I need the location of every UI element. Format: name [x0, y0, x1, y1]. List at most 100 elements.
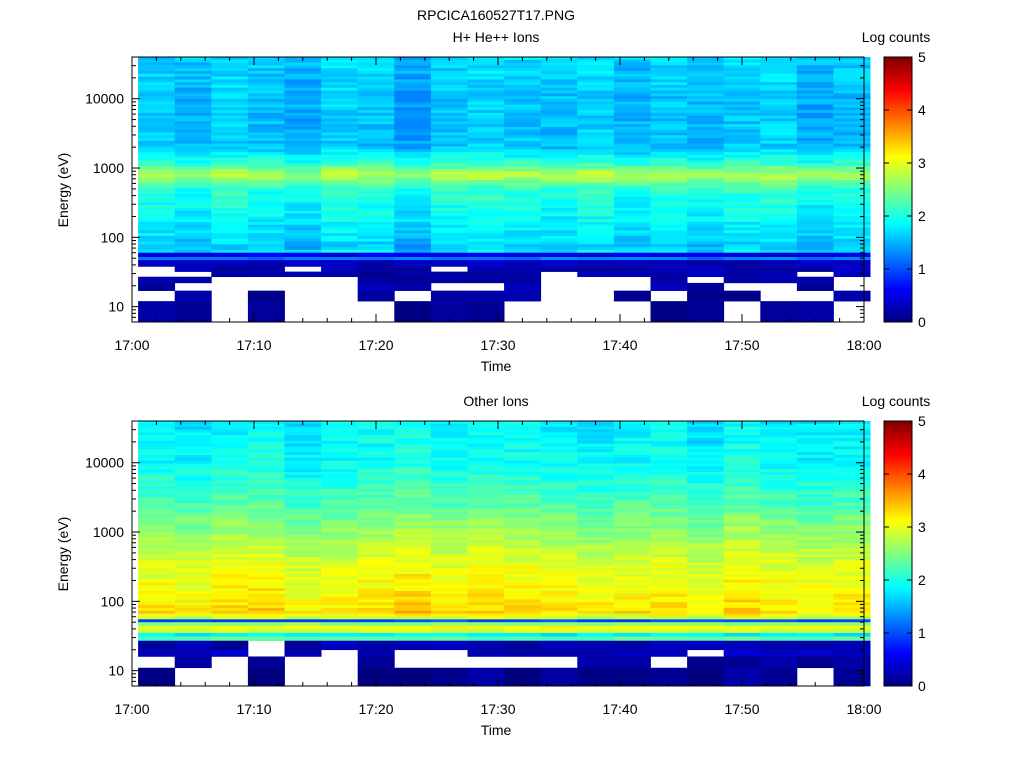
heatmap-cell	[394, 152, 432, 156]
heatmap-cell	[394, 500, 432, 504]
colorbar-swatch	[884, 455, 912, 459]
heatmap-cell	[504, 140, 542, 145]
heatmap-cell	[211, 545, 249, 549]
heatmap-cell	[247, 562, 285, 566]
heatmap-cell	[138, 129, 176, 133]
heatmap-cell	[796, 582, 834, 586]
heatmap-cell	[613, 463, 651, 467]
heatmap-cell	[357, 551, 395, 555]
heatmap-cell	[650, 191, 688, 195]
heatmap-cell	[247, 124, 285, 128]
heatmap-cell	[504, 554, 542, 558]
heatmap-cell	[760, 76, 798, 80]
heatmap-cell	[467, 224, 505, 228]
heatmap-cell	[760, 57, 798, 61]
heatmap-cell	[504, 503, 542, 507]
heatmap-cell	[138, 79, 176, 83]
heatmap-cell	[174, 500, 212, 504]
x-axis-label: Time	[481, 358, 512, 374]
heatmap-cell	[321, 534, 359, 538]
heatmap-cell	[796, 182, 834, 187]
heatmap-cell	[723, 599, 761, 603]
heatmap-cell	[138, 640, 176, 651]
heatmap-cell	[247, 62, 285, 66]
heatmap-cell	[760, 93, 798, 97]
heatmap-cell	[211, 554, 249, 558]
heatmap-cell	[247, 602, 285, 606]
colorbar-swatch	[884, 524, 912, 528]
colorbar-swatch	[884, 434, 912, 438]
heatmap-cell	[650, 163, 688, 167]
heatmap-cell	[577, 224, 615, 228]
heatmap-cell	[211, 191, 249, 195]
heatmap-cell	[138, 446, 176, 450]
heatmap-cell	[687, 282, 725, 291]
heatmap-cell	[723, 457, 761, 462]
heatmap-cell	[321, 221, 359, 226]
heatmap-cell	[504, 213, 542, 217]
heatmap-cell	[211, 193, 249, 198]
heatmap-cell	[796, 632, 834, 637]
heatmap-cell	[687, 568, 725, 572]
heatmap-cell	[504, 511, 542, 515]
heatmap-cell	[138, 249, 176, 254]
heatmap-cell	[138, 168, 176, 173]
heatmap-cell	[430, 138, 468, 142]
heatmap-cell	[760, 124, 798, 128]
heatmap-cell	[796, 65, 834, 69]
heatmap-cell	[357, 282, 395, 291]
heatmap-cell	[247, 472, 285, 476]
heatmap-cell	[833, 423, 871, 428]
heatmap-cell	[577, 257, 615, 261]
heatmap-cell	[796, 160, 834, 164]
heatmap-cell	[504, 505, 542, 510]
heatmap-cell	[321, 101, 359, 105]
heatmap-cell	[504, 191, 542, 195]
colorbar-swatch	[884, 295, 912, 299]
heatmap-cell	[174, 605, 212, 609]
colorbar-label: Log counts	[862, 393, 931, 409]
heatmap-cell	[174, 101, 212, 105]
heatmap-cell	[321, 110, 359, 114]
heatmap-cell	[833, 76, 871, 80]
heatmap-cell	[540, 571, 578, 575]
heatmap-cell	[723, 185, 761, 189]
heatmap-cell	[540, 238, 578, 242]
heatmap-cell	[467, 626, 505, 630]
heatmap-cell	[467, 460, 505, 464]
heatmap-cell	[613, 488, 651, 493]
heatmap-cell	[357, 522, 395, 527]
heatmap-cell	[467, 619, 505, 623]
heatmap-cell	[833, 571, 871, 575]
heatmap-cell	[723, 90, 761, 94]
heatmap-cell	[357, 457, 395, 462]
colorbar-swatch	[884, 622, 912, 626]
heatmap-cell	[723, 146, 761, 150]
heatmap-cell	[430, 199, 468, 203]
heatmap-cell	[504, 534, 542, 538]
heatmap-cell	[613, 149, 651, 153]
heatmap-cell	[504, 104, 542, 108]
colorbar-swatch	[884, 282, 912, 286]
heatmap-cell	[321, 126, 359, 131]
heatmap-cell	[284, 469, 322, 473]
heatmap-cell	[394, 520, 432, 524]
heatmap-cell	[687, 667, 725, 687]
heatmap-cell	[211, 613, 249, 617]
heatmap-cell	[284, 539, 322, 544]
heatmap-cell	[796, 112, 834, 117]
heatmap-cell	[284, 196, 322, 200]
heatmap-cell	[174, 257, 212, 261]
heatmap-cell	[833, 152, 871, 156]
heatmap-cell	[540, 68, 578, 72]
heatmap-cell	[723, 556, 761, 561]
heatmap-cell	[650, 185, 688, 189]
heatmap-cell	[211, 607, 249, 612]
heatmap-cell	[687, 160, 725, 164]
heatmap-cell	[613, 593, 651, 598]
heatmap-cell	[577, 460, 615, 464]
heatmap-cell	[284, 98, 322, 103]
heatmap-cell	[357, 244, 395, 248]
heatmap-cell	[467, 260, 505, 267]
